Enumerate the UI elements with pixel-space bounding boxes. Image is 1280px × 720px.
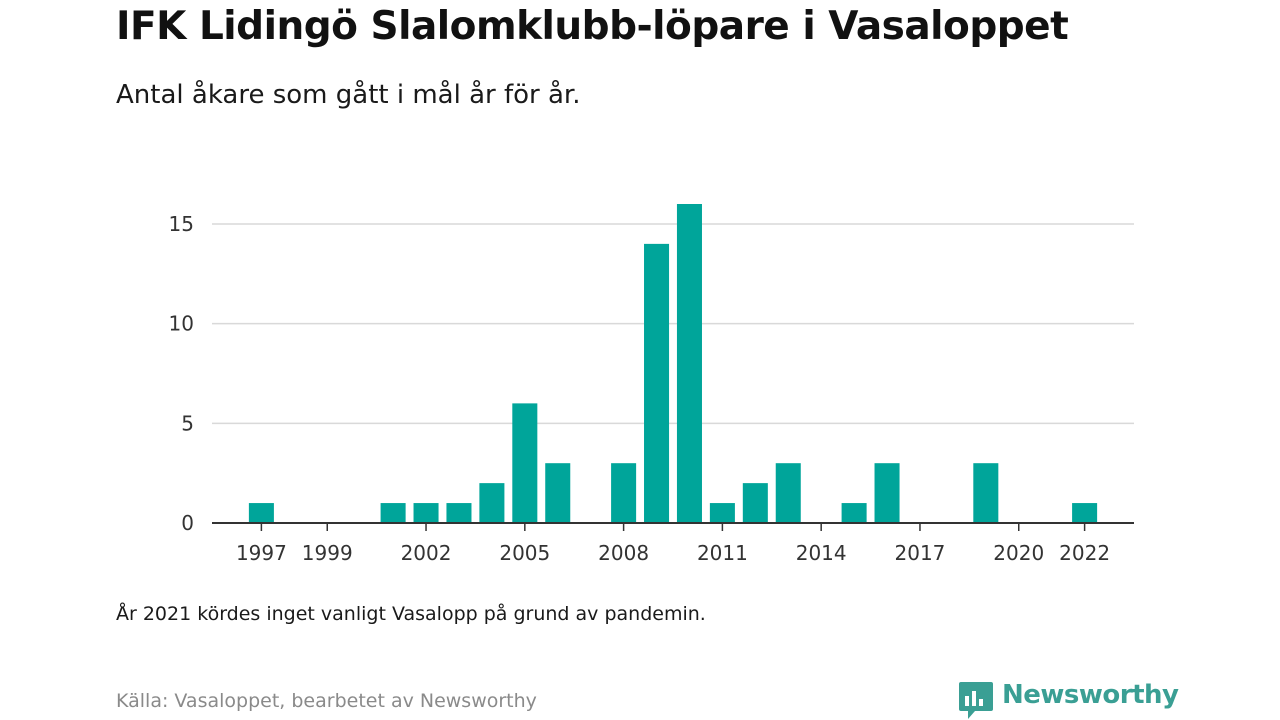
bar-2012: [742, 483, 768, 523]
x-tick-label-2014: 2014: [796, 541, 847, 565]
source-text: Källa: Vasaloppet, bearbetet av Newswort…: [116, 690, 537, 712]
x-tick-label-1997: 1997: [236, 541, 287, 565]
bar-2011: [709, 503, 735, 523]
bar-2019: [973, 463, 999, 523]
newsworthy-logo-icon: [959, 682, 993, 719]
grid-lines: [212, 223, 1134, 425]
bar-2015: [841, 503, 867, 523]
bar-2008: [611, 463, 637, 523]
bar-2005: [512, 403, 538, 523]
bar-1997: [248, 503, 274, 523]
bar-2013: [775, 463, 801, 523]
x-tick-label-2008: 2008: [598, 541, 649, 565]
bar-2010: [676, 204, 702, 523]
y-tick-label-10: 10: [169, 312, 194, 336]
bar-2001: [380, 503, 406, 523]
x-tick-label-2005: 2005: [499, 541, 550, 565]
chart-subtitle: Antal åkare som gått i mål år för år.: [116, 80, 581, 110]
bar-2016: [874, 463, 900, 523]
brand-name: Newsworthy: [1002, 680, 1179, 710]
bar-chart: 0 5 10 15 1997 1999 2002 2005 2008 2011 2014 2017 20…: [169, 204, 1134, 565]
y-tick-label-15: 15: [169, 212, 194, 236]
bar-2009: [644, 243, 670, 523]
x-tick-label-2017: 2017: [895, 541, 946, 565]
x-tick-label-1999: 1999: [302, 541, 353, 565]
y-tick-label-0: 0: [181, 511, 194, 535]
x-tick-label-2011: 2011: [697, 541, 748, 565]
bar-2003: [446, 503, 472, 523]
x-tick-label-2020: 2020: [993, 541, 1044, 565]
bar-2002: [413, 503, 439, 523]
chart-note: År 2021 kördes inget vanligt Vasalopp på…: [116, 603, 706, 625]
x-tick-label-2002: 2002: [401, 541, 452, 565]
chart-title: IFK Lidingö Slalomklubb-löpare i Vasalop…: [116, 4, 1069, 49]
x-tick-label-2022: 2022: [1059, 541, 1110, 565]
bar-2004: [479, 483, 505, 523]
bar-2022: [1072, 503, 1098, 523]
brand-logo: Newsworthy: [958, 680, 1179, 720]
axes: 0 5 10 15 1997 1999 2002 2005 2008 2011 2014 2017 20…: [169, 212, 1134, 565]
bars: [248, 204, 1098, 523]
y-tick-label-5: 5: [181, 411, 194, 435]
bar-2006: [545, 463, 571, 523]
